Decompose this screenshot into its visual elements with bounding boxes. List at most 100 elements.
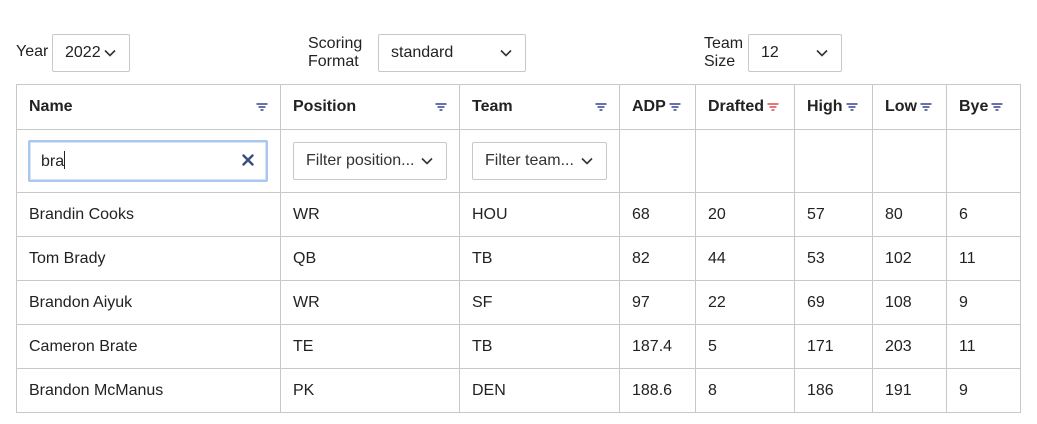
column-header-team[interactable]: Team (459, 84, 620, 130)
cell-high: 57 (794, 192, 873, 237)
table-row: Tom Brady QB TB 82 44 53 102 11 (16, 236, 1021, 281)
position-filter-cell: Filter position... (280, 129, 460, 193)
year-select-value: 2022 (65, 44, 101, 61)
cell-high: 69 (794, 280, 873, 325)
cell-bye: 9 (946, 368, 1021, 413)
cell-adp: 97 (619, 280, 696, 325)
filter-icon[interactable] (767, 101, 779, 113)
chevron-down-icon (499, 46, 513, 60)
filter-row: bra Filter position... Filter team... (16, 129, 1021, 193)
drafted-filter-cell (695, 129, 795, 193)
filter-icon[interactable] (669, 101, 681, 113)
cell-high: 186 (794, 368, 873, 413)
column-label: Drafted (708, 98, 765, 115)
adp-filter-cell (619, 129, 696, 193)
bye-filter-cell (946, 129, 1021, 193)
column-label: Bye (959, 98, 989, 115)
cell-high: 53 (794, 236, 873, 281)
cell-adp: 187.4 (619, 324, 696, 369)
cell-drafted: 8 (695, 368, 795, 413)
team-size-label-line2: Size (704, 53, 736, 70)
cell-low: 191 (872, 368, 947, 413)
players-table: Name Position Team ADP Drafted High Low … (16, 84, 1021, 413)
year-label: Year (16, 43, 49, 60)
cell-team: DEN (459, 368, 620, 413)
header-row: Name Position Team ADP Drafted High Low … (16, 84, 1021, 130)
cell-drafted: 5 (695, 324, 795, 369)
column-label: ADP (632, 98, 666, 115)
cell-position: WR (280, 280, 460, 325)
column-header-bye[interactable]: Bye (946, 84, 1021, 130)
chevron-down-icon (103, 46, 117, 60)
team-size-value: 12 (761, 44, 779, 61)
cell-drafted: 44 (695, 236, 795, 281)
scoring-format-label: Scoring Format (308, 35, 362, 71)
filter-icon[interactable] (256, 101, 268, 113)
column-label: Low (885, 98, 917, 115)
filter-icon[interactable] (991, 101, 1003, 113)
team-size-select[interactable]: 12 (748, 34, 842, 72)
cell-name: Brandin Cooks (16, 192, 281, 237)
cell-low: 203 (872, 324, 947, 369)
name-filter-cell: bra (16, 129, 281, 193)
year-select[interactable]: 2022 (52, 34, 130, 72)
cell-low: 80 (872, 192, 947, 237)
cell-name: Tom Brady (16, 236, 281, 281)
high-filter-cell (794, 129, 873, 193)
cell-name: Brandon Aiyuk (16, 280, 281, 325)
cell-bye: 11 (946, 236, 1021, 281)
cell-low: 108 (872, 280, 947, 325)
cell-bye: 9 (946, 280, 1021, 325)
team-size-label-line1: Team (704, 35, 744, 52)
table-row: Brandin Cooks WR HOU 68 20 57 80 6 (16, 192, 1021, 237)
column-label: High (807, 98, 843, 115)
chevron-down-icon (580, 154, 594, 168)
filter-icon[interactable] (435, 101, 447, 113)
table-row: Brandon Aiyuk WR SF 97 22 69 108 9 (16, 280, 1021, 325)
name-filter-input[interactable]: bra (28, 140, 268, 182)
column-label: Position (293, 98, 357, 115)
cell-drafted: 20 (695, 192, 795, 237)
cell-bye: 11 (946, 324, 1021, 369)
name-filter-value: bra (41, 153, 65, 170)
cell-position: WR (280, 192, 460, 237)
column-header-name[interactable]: Name (16, 84, 281, 130)
scoring-format-label-line2: Format (308, 53, 359, 70)
position-filter-placeholder: Filter position... (306, 152, 415, 169)
cell-position: QB (280, 236, 460, 281)
cell-position: PK (280, 368, 460, 413)
cell-high: 171 (794, 324, 873, 369)
cell-adp: 82 (619, 236, 696, 281)
clear-icon[interactable] (242, 154, 256, 168)
cell-team: TB (459, 324, 620, 369)
low-filter-cell (872, 129, 947, 193)
team-filter-placeholder: Filter team... (485, 152, 574, 169)
position-filter-select[interactable]: Filter position... (293, 142, 447, 180)
column-header-low[interactable]: Low (872, 84, 947, 130)
text-caret (64, 151, 66, 169)
cell-team: HOU (459, 192, 620, 237)
team-filter-cell: Filter team... (459, 129, 620, 193)
table-row: Brandon McManus PK DEN 188.6 8 186 191 9 (16, 368, 1021, 413)
scoring-format-select[interactable]: standard (378, 34, 526, 72)
cell-drafted: 22 (695, 280, 795, 325)
chevron-down-icon (420, 154, 434, 168)
filter-icon[interactable] (846, 101, 858, 113)
column-header-position[interactable]: Position (280, 84, 460, 130)
cell-adp: 68 (619, 192, 696, 237)
column-header-drafted[interactable]: Drafted (695, 84, 795, 130)
cell-adp: 188.6 (619, 368, 696, 413)
column-header-adp[interactable]: ADP (619, 84, 696, 130)
scoring-format-value: standard (391, 44, 454, 61)
column-header-high[interactable]: High (794, 84, 873, 130)
chevron-down-icon (815, 46, 829, 60)
cell-name: Cameron Brate (16, 324, 281, 369)
cell-low: 102 (872, 236, 947, 281)
table-row: Cameron Brate TE TB 187.4 5 171 203 11 (16, 324, 1021, 369)
team-filter-select[interactable]: Filter team... (472, 142, 607, 180)
cell-bye: 6 (946, 192, 1021, 237)
column-label: Team (472, 98, 513, 115)
filter-icon[interactable] (920, 101, 932, 113)
filter-icon[interactable] (595, 101, 607, 113)
cell-position: TE (280, 324, 460, 369)
